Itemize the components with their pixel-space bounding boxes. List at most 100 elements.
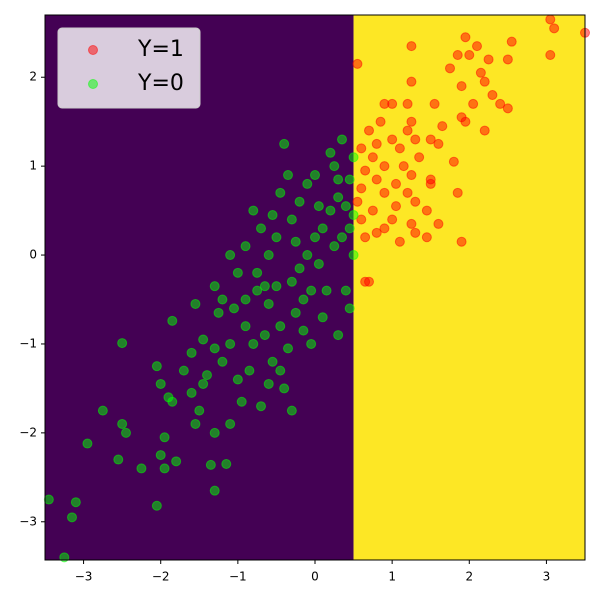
point [333, 192, 344, 203]
point [263, 250, 274, 261]
point [356, 214, 367, 225]
point [186, 387, 197, 398]
point [452, 50, 463, 61]
point [198, 334, 209, 345]
point [445, 63, 455, 74]
point [240, 241, 251, 252]
point [67, 512, 77, 523]
point [456, 81, 467, 92]
point [286, 276, 297, 287]
point [263, 298, 274, 309]
point [367, 205, 378, 216]
point [121, 427, 131, 438]
point [406, 76, 417, 87]
point [348, 250, 359, 261]
point [186, 347, 197, 358]
point [294, 196, 305, 207]
point [113, 454, 124, 465]
point [263, 378, 274, 389]
point [194, 405, 205, 416]
point [352, 196, 363, 207]
point [155, 378, 166, 389]
point [317, 312, 328, 323]
point [360, 165, 371, 176]
point [190, 418, 201, 429]
point [379, 187, 390, 198]
point [298, 294, 309, 305]
y-tick-label: −2 [19, 425, 37, 439]
point [406, 41, 417, 52]
point [406, 218, 417, 229]
point [472, 41, 482, 52]
x-tick-label: 0 [311, 570, 319, 584]
point [464, 50, 475, 61]
point [225, 338, 236, 349]
point [468, 98, 479, 109]
point [460, 32, 471, 43]
point [371, 227, 382, 238]
point [495, 98, 506, 109]
point [329, 161, 340, 172]
point [421, 232, 432, 243]
point [410, 227, 421, 238]
point [379, 98, 390, 109]
x-tick-label: −2 [152, 570, 170, 584]
point [387, 134, 398, 145]
point [479, 125, 490, 136]
point [283, 343, 293, 354]
legend-marker [88, 79, 98, 89]
point [317, 223, 328, 234]
point [306, 285, 317, 296]
point [236, 396, 247, 407]
point [325, 147, 336, 158]
point [344, 174, 355, 185]
point [213, 307, 224, 318]
point [321, 285, 332, 296]
point [425, 178, 436, 189]
point [487, 90, 498, 101]
point [190, 298, 201, 309]
point [151, 500, 162, 511]
point [433, 218, 444, 229]
point [475, 67, 486, 78]
point [425, 134, 436, 145]
point [252, 267, 263, 278]
point [256, 223, 266, 234]
point [136, 463, 147, 474]
point [506, 36, 517, 47]
point [209, 281, 220, 292]
point [290, 236, 301, 247]
y-tick-label: 2 [29, 70, 37, 84]
point [460, 116, 471, 127]
legend-label: Y=1 [137, 37, 184, 62]
point [402, 125, 413, 136]
point [221, 458, 232, 469]
point [275, 187, 286, 198]
point [267, 356, 278, 367]
point [348, 210, 359, 221]
point [248, 205, 259, 216]
point [456, 236, 467, 247]
point [271, 232, 282, 243]
point [414, 152, 425, 163]
legend-label: Y=0 [137, 71, 184, 96]
point [256, 401, 266, 412]
point [337, 134, 347, 145]
point [225, 418, 236, 429]
point [421, 205, 432, 216]
point [248, 338, 259, 349]
point [325, 205, 336, 216]
point [379, 223, 390, 234]
point [275, 321, 286, 332]
point [344, 303, 355, 314]
point [151, 361, 162, 372]
point [290, 307, 301, 318]
y-tick-label: −1 [19, 336, 37, 350]
point [391, 201, 401, 212]
point [340, 285, 351, 296]
region [353, 15, 585, 560]
x-tick-label: 2 [465, 570, 473, 584]
point [394, 236, 405, 247]
point [167, 396, 178, 407]
point [275, 365, 286, 376]
